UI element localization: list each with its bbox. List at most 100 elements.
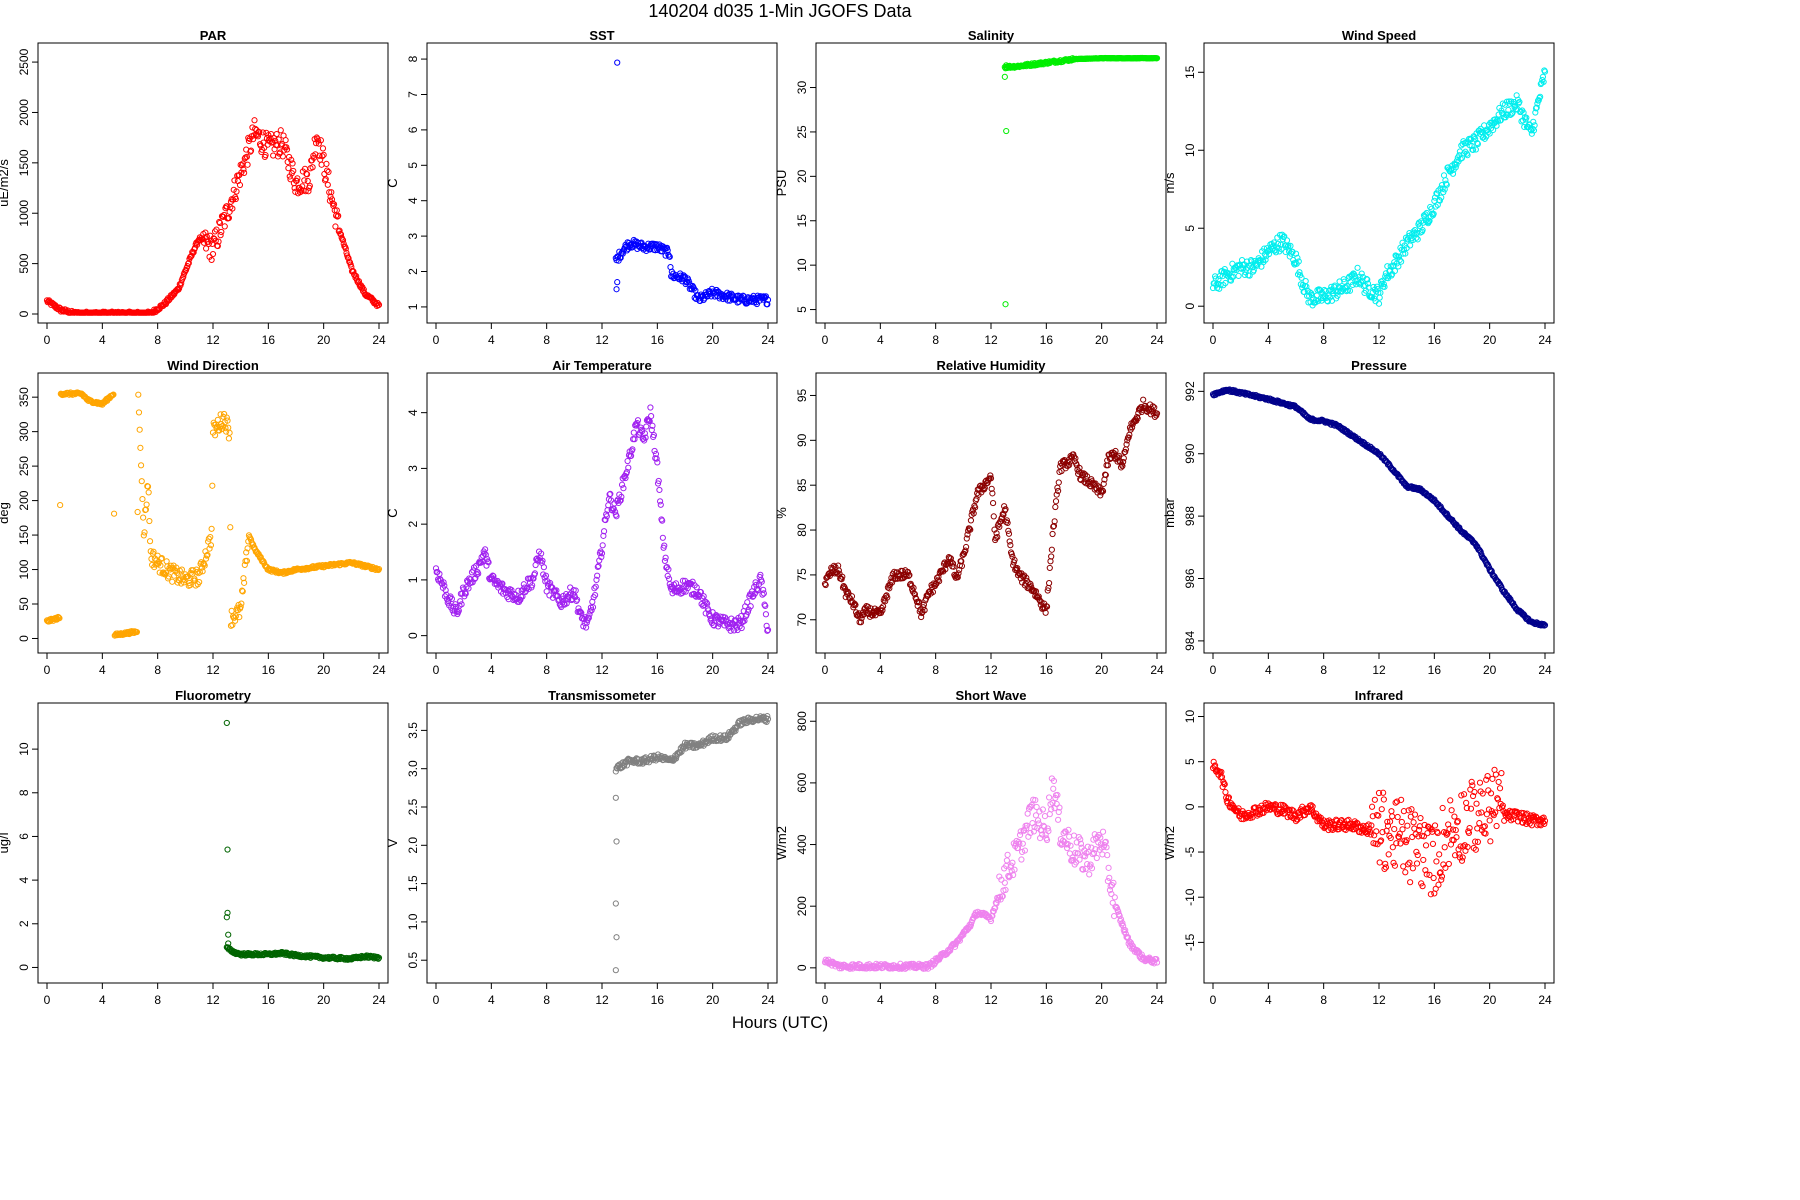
data-point: [1539, 73, 1547, 80]
x-tick-label: 16: [651, 333, 665, 347]
y-axis-label: C: [385, 508, 400, 517]
data-point: [1303, 283, 1310, 290]
data-point: [593, 576, 600, 584]
data-point: [1282, 248, 1289, 256]
data-point: [620, 485, 627, 492]
data-point: [936, 578, 943, 585]
data-point: [135, 391, 142, 398]
y-tick-label: 10: [1183, 143, 1197, 157]
data-point: [1125, 434, 1132, 441]
x-tick-label: 8: [154, 663, 161, 677]
y-tick-label: 0: [17, 310, 31, 317]
data-point: [1474, 140, 1482, 148]
data-point: [657, 501, 664, 508]
data-point: [1225, 794, 1233, 801]
chart-title: Fluorometry: [175, 688, 252, 703]
y-tick-label: 0: [1183, 303, 1197, 310]
data-point: [1464, 152, 1471, 159]
y-tick-label: 350: [17, 387, 31, 407]
data-point: [1298, 274, 1305, 281]
data-point: [1030, 828, 1037, 835]
y-tick-label: 1.0: [406, 913, 420, 930]
data-point: [1436, 197, 1443, 204]
data-point: [1364, 276, 1371, 283]
data-point: [485, 559, 492, 566]
chart-panel-relative-humidity: Relative Humidity%0 4 8 12 16 20 2470758085909…: [774, 358, 1167, 677]
data-point: [223, 414, 230, 421]
data-point: [524, 584, 531, 591]
data-point: [987, 475, 995, 482]
data-point: [138, 478, 145, 485]
data-point: [1153, 955, 1160, 963]
data-point: [1122, 927, 1129, 934]
data-point: [1011, 866, 1018, 873]
data-point: [1153, 959, 1161, 966]
data-point: [538, 550, 545, 557]
data-point: [1008, 551, 1015, 558]
data-point: [1104, 462, 1111, 469]
y-tick-label: 50: [17, 597, 31, 611]
data-point: [375, 954, 383, 961]
data-point: [1045, 828, 1052, 835]
data-point: [1396, 256, 1403, 264]
y-tick-label: 1000: [17, 200, 31, 227]
x-tick-label: 4: [1265, 333, 1272, 347]
data-point: [1111, 894, 1118, 901]
data-point: [1292, 250, 1300, 257]
data-point: [659, 517, 666, 524]
data-point: [136, 426, 143, 433]
data-point: [1396, 830, 1403, 837]
data-point: [140, 514, 147, 521]
data-point: [207, 533, 214, 541]
data-point: [1027, 829, 1034, 837]
data-point: [653, 455, 660, 462]
data-point: [337, 230, 344, 237]
data-point: [1119, 920, 1126, 927]
data-point: [254, 133, 262, 140]
data-point: [1235, 805, 1242, 812]
data-point: [752, 579, 759, 586]
data-point: [1044, 825, 1051, 832]
data-point: [1016, 840, 1023, 847]
y-tick-label: 70: [795, 613, 809, 627]
data-point: [223, 203, 230, 210]
data-point: [1422, 211, 1429, 218]
data-point: [233, 188, 240, 195]
data-point: [1046, 564, 1053, 572]
data-point: [603, 513, 610, 520]
data-point: [1394, 813, 1401, 821]
data-point: [879, 607, 886, 614]
chart-title: Short Wave: [955, 688, 1026, 703]
data-point: [1048, 806, 1055, 813]
data-point: [999, 893, 1006, 900]
data-point: [1097, 834, 1104, 841]
data-point: [1108, 890, 1115, 898]
data-point: [458, 601, 465, 608]
data-point: [1050, 777, 1058, 785]
data-point: [1517, 108, 1524, 115]
data-point-outlier: [614, 279, 621, 286]
data-point: [209, 250, 217, 258]
data-point: [598, 553, 605, 561]
data-point: [1221, 781, 1228, 788]
data-point: [1454, 818, 1461, 825]
data-point: [1443, 181, 1450, 188]
data-point: [654, 459, 661, 466]
data-point: [1003, 857, 1011, 864]
data-point: [1235, 272, 1242, 280]
x-tick-label: 24: [1150, 993, 1164, 1007]
data-point: [1427, 891, 1434, 898]
data-point: [1036, 808, 1043, 815]
data-point: [990, 513, 997, 520]
data-point: [229, 621, 236, 629]
data-point: [585, 614, 592, 621]
data-point: [277, 127, 284, 134]
data-point: [143, 501, 150, 508]
data-point: [1052, 503, 1059, 511]
data-point: [1422, 867, 1429, 874]
y-tick-label: 75: [795, 568, 809, 582]
data-point: [1215, 276, 1222, 283]
